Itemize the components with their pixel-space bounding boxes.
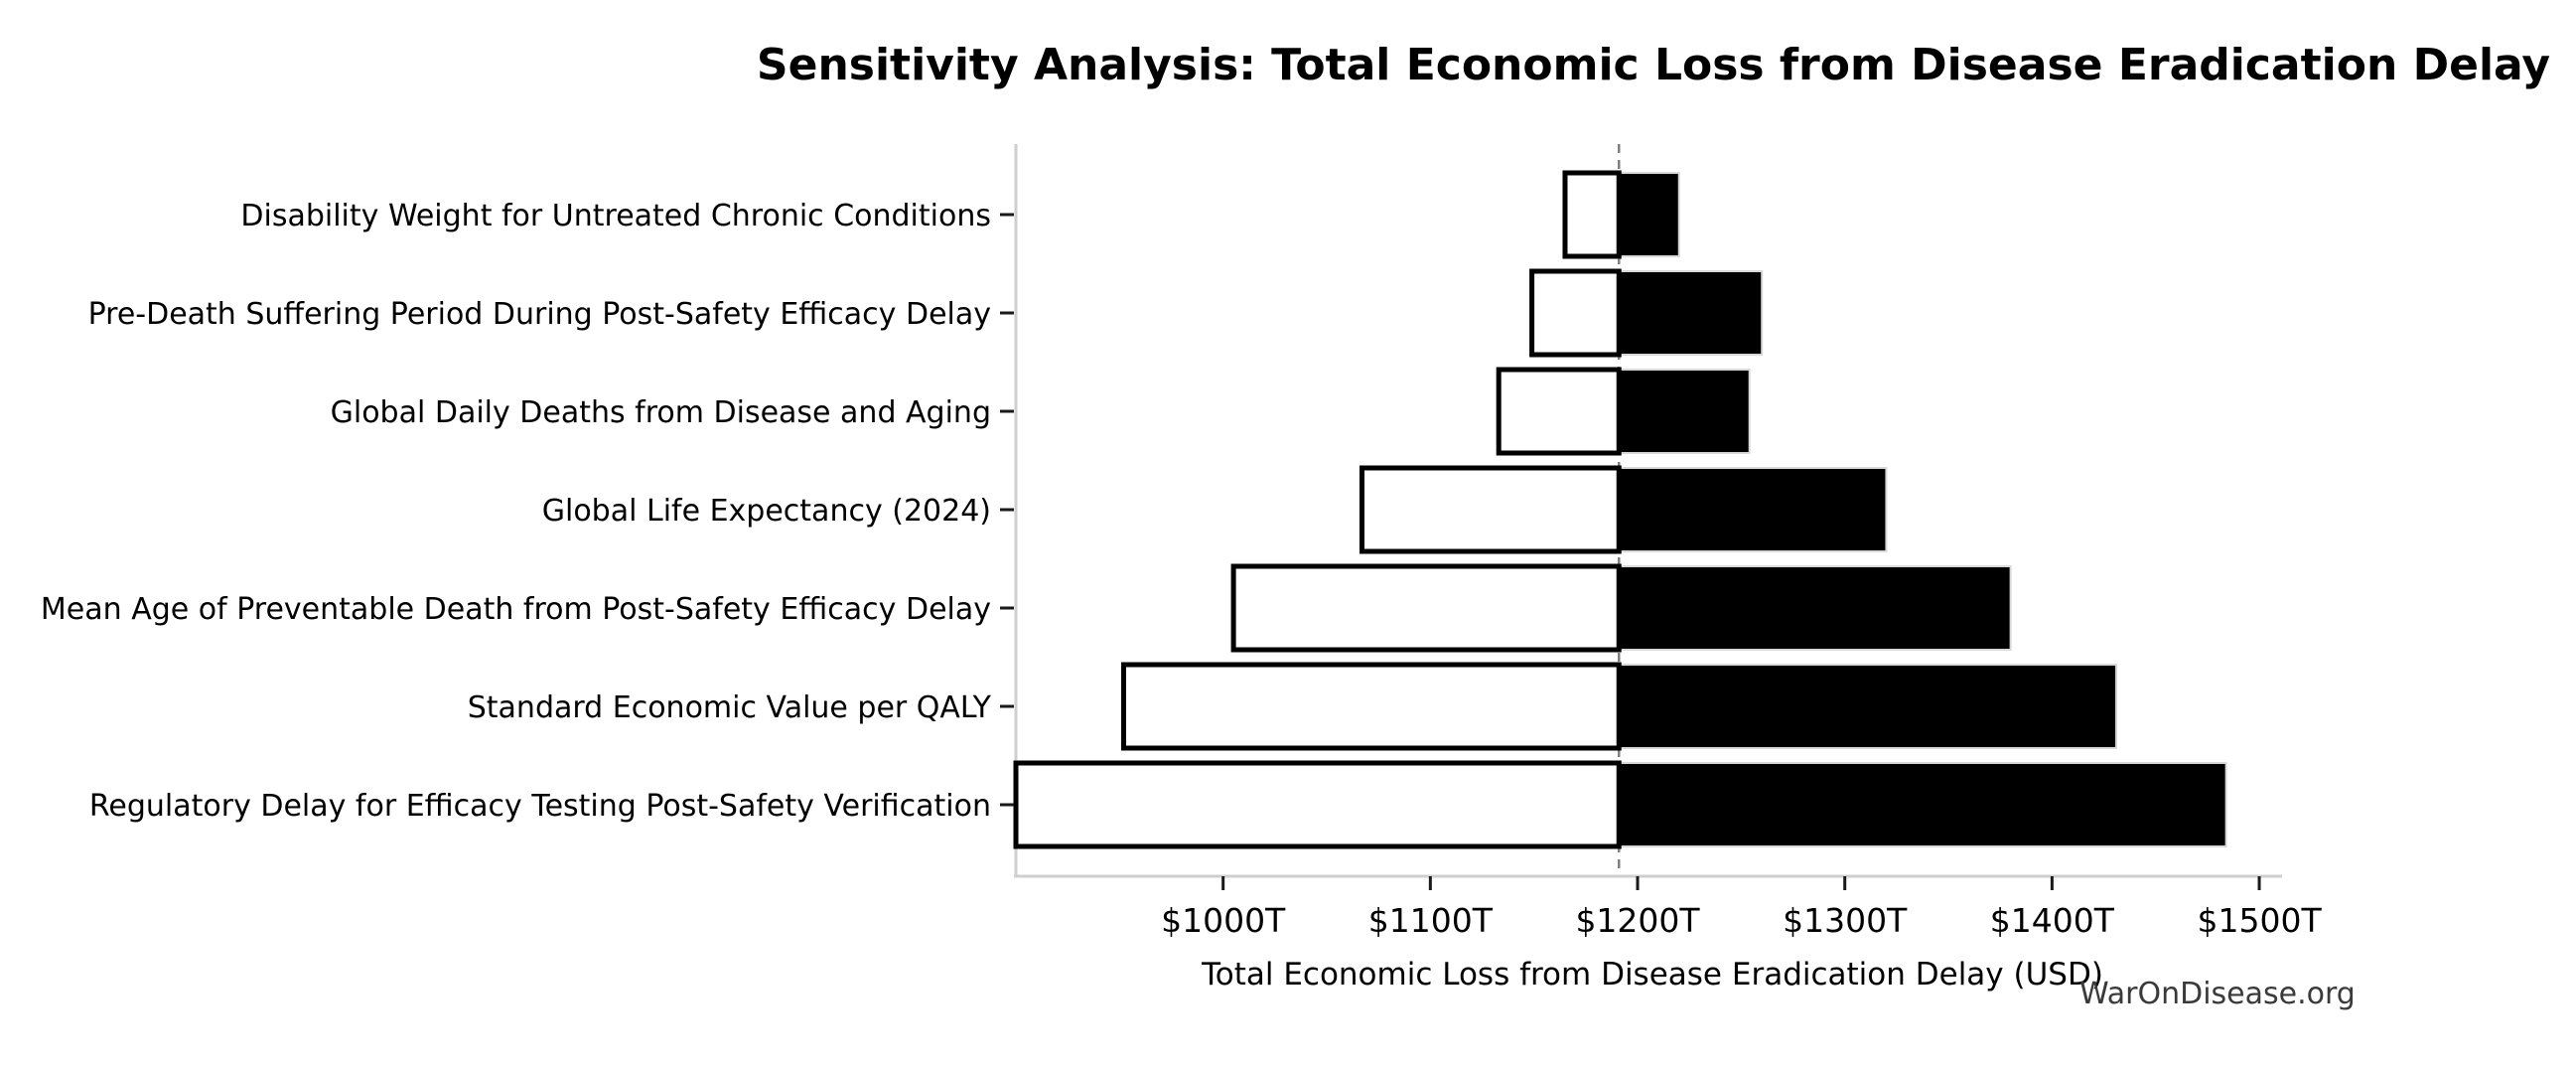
x-tick-label: $1400T xyxy=(1990,901,2115,940)
category-label: Regulatory Delay for Efficacy Testing Po… xyxy=(89,789,991,824)
bar-high-segment xyxy=(1618,369,1751,454)
category-label: Standard Economic Value per QALY xyxy=(468,690,992,725)
bar-high-segment xyxy=(1618,664,2118,749)
x-tick-label: $1100T xyxy=(1368,901,1494,940)
category-label: Global Daily Deaths from Disease and Agi… xyxy=(331,395,991,430)
bar-high-segment xyxy=(1618,467,1888,552)
bar-high-segment xyxy=(1618,172,1680,257)
x-tick-label: $1000T xyxy=(1161,901,1286,940)
bar-low-segment xyxy=(1013,760,1622,849)
x-tick-label: $1200T xyxy=(1575,901,1700,940)
bar-high-segment xyxy=(1618,565,2012,651)
bar-high-segment xyxy=(1618,270,1764,356)
bar-low-segment xyxy=(1230,563,1622,653)
bar-low-segment xyxy=(1496,367,1622,456)
category-label: Global Life Expectancy (2024) xyxy=(542,494,991,529)
watermark-text: WarOnDisease.org xyxy=(2079,977,2356,1011)
bar-high-segment xyxy=(1618,762,2227,847)
x-axis-label: Total Economic Loss from Disease Eradica… xyxy=(1202,957,2103,992)
chart-title: Sensitivity Analysis: Total Economic Los… xyxy=(756,40,2551,90)
bar-low-segment xyxy=(1359,465,1622,554)
category-label: Mean Age of Preventable Death from Post-… xyxy=(41,592,991,627)
x-tick-label: $1500T xyxy=(2197,901,2322,940)
bar-low-segment xyxy=(1121,662,1622,751)
category-label: Disability Weight for Untreated Chronic … xyxy=(240,199,991,233)
bar-low-segment xyxy=(1529,268,1622,358)
x-tick-label: $1300T xyxy=(1783,901,1908,940)
bar-low-segment xyxy=(1562,170,1622,259)
category-label: Pre-Death Suffering Period During Post-S… xyxy=(88,297,991,332)
